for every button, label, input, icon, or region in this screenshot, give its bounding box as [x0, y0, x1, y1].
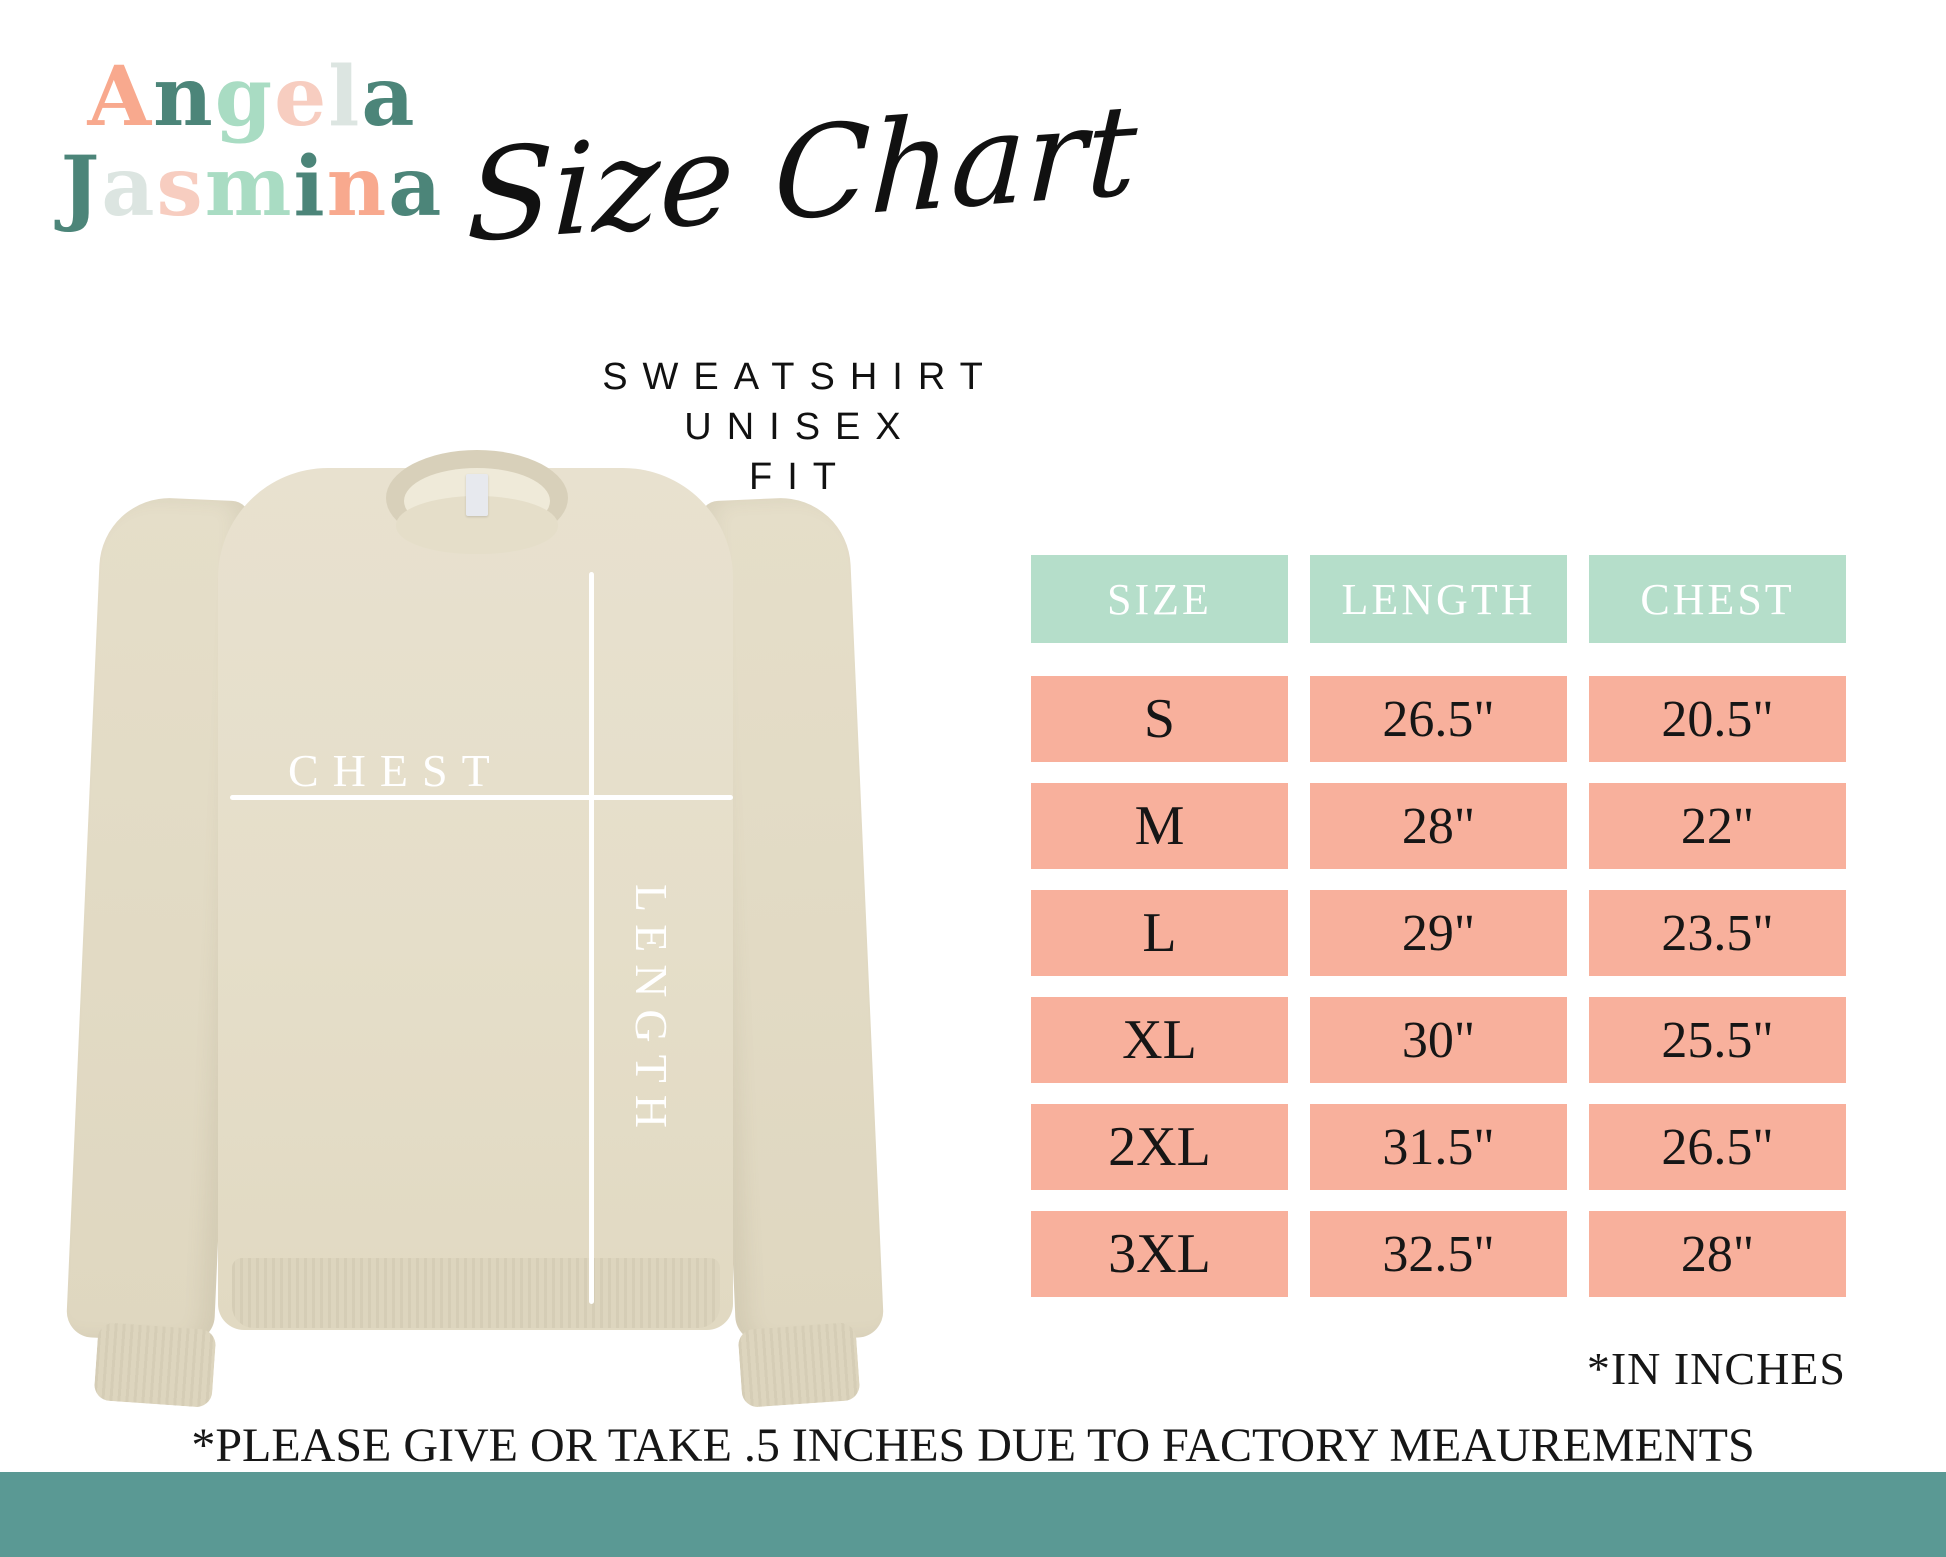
- length-value: 30": [1310, 997, 1567, 1083]
- size-value: L: [1031, 890, 1288, 976]
- page-title: Size Chart: [464, 75, 1140, 271]
- size-value: M: [1031, 783, 1288, 869]
- logo-letter: a: [361, 49, 417, 145]
- table-row: M 28" 22": [1031, 783, 1846, 869]
- brand-logo-line1: Angela: [52, 52, 452, 142]
- length-value: 31.5": [1310, 1104, 1567, 1190]
- logo-letter: m: [204, 139, 294, 235]
- brand-logo: Angela Jasmina: [52, 52, 452, 232]
- logo-letter: a: [101, 139, 157, 235]
- chest-value: 28": [1589, 1211, 1846, 1297]
- footer-accent-bar: [0, 1472, 1946, 1557]
- logo-letter: A: [87, 49, 154, 145]
- sweatshirt-neck-tag: [466, 474, 488, 516]
- length-value: 26.5": [1310, 676, 1567, 762]
- disclaimer-note: *PLEASE GIVE OR TAKE .5 INCHES DUE TO FA…: [191, 1419, 1755, 1472]
- size-value: XL: [1031, 997, 1288, 1083]
- sweatshirt-cuff-left: [93, 1321, 217, 1409]
- size-value: S: [1031, 676, 1288, 762]
- size-value: 2XL: [1031, 1104, 1288, 1190]
- table-row: 3XL 32.5" 28": [1031, 1211, 1846, 1297]
- length-measure-line: [589, 572, 594, 1304]
- chest-value: 20.5": [1589, 676, 1846, 762]
- logo-letter: n: [153, 49, 215, 145]
- length-value: 28": [1310, 783, 1567, 869]
- size-table-header-row: SIZE LENGTH CHEST: [1031, 555, 1846, 643]
- table-row: L 29" 23.5": [1031, 890, 1846, 976]
- column-header-size: SIZE: [1031, 555, 1288, 643]
- logo-letter: e: [274, 49, 329, 145]
- logo-letter: l: [328, 49, 362, 145]
- column-header-chest: CHEST: [1589, 555, 1846, 643]
- subtitle-line2: FIT: [749, 456, 851, 498]
- sweatshirt-hem-band: [232, 1258, 720, 1328]
- logo-letter: J: [60, 139, 102, 235]
- size-table: SIZE LENGTH CHEST S 26.5" 20.5" M 28" 22…: [1031, 555, 1846, 1318]
- subtitle: SWEATSHIRT UNISEX FIT: [500, 352, 1100, 502]
- logo-letter: s: [156, 139, 205, 235]
- logo-letter: g: [214, 49, 275, 145]
- size-value: 3XL: [1031, 1211, 1288, 1297]
- chest-measure-line: [230, 795, 733, 800]
- sweatshirt-body: [218, 468, 733, 1330]
- table-row: XL 30" 25.5": [1031, 997, 1846, 1083]
- column-header-length: LENGTH: [1310, 555, 1567, 643]
- table-row: S 26.5" 20.5": [1031, 676, 1846, 762]
- chest-measure-label: CHEST: [288, 745, 504, 796]
- length-value: 29": [1310, 890, 1567, 976]
- table-row: 2XL 31.5" 26.5": [1031, 1104, 1846, 1190]
- length-value: 32.5": [1310, 1211, 1567, 1297]
- chest-value: 23.5": [1589, 890, 1846, 976]
- subtitle-line1: SWEATSHIRT UNISEX: [602, 356, 998, 448]
- logo-letter: i: [293, 139, 327, 235]
- sweatshirt-cuff-right: [737, 1321, 861, 1409]
- chest-value: 25.5": [1589, 997, 1846, 1083]
- logo-letter: a: [388, 139, 444, 235]
- brand-logo-line2: Jasmina: [52, 142, 452, 232]
- length-measure-label: LENGTH: [626, 884, 677, 1140]
- logo-letter: n: [326, 139, 389, 235]
- units-note: *IN INCHES: [1586, 1343, 1846, 1394]
- chest-value: 26.5": [1589, 1104, 1846, 1190]
- chest-value: 22": [1589, 783, 1846, 869]
